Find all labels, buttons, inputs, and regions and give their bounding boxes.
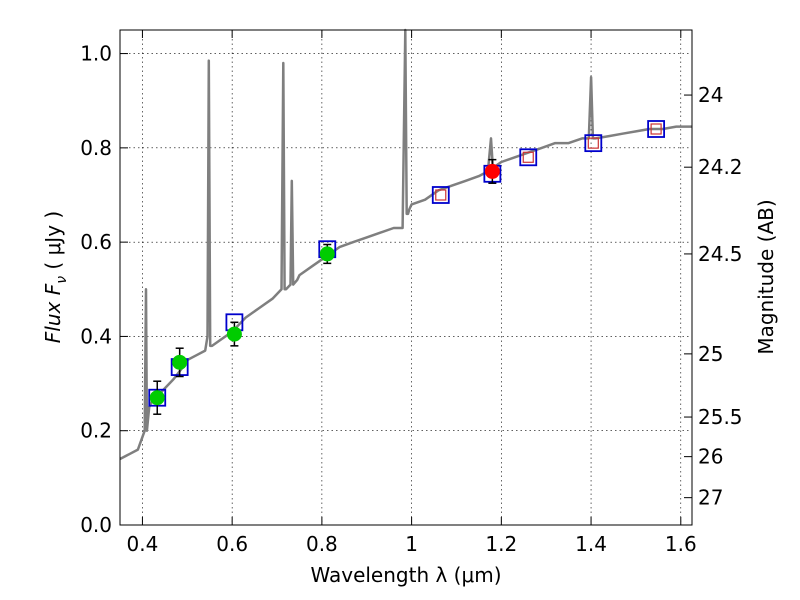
y-tick-label: 0.0 bbox=[80, 513, 112, 537]
model-square-marker bbox=[584, 134, 603, 153]
y-tick-label: 0.8 bbox=[80, 136, 112, 160]
y-tick-label: 1.0 bbox=[80, 42, 112, 66]
y-tick-label: 0.6 bbox=[80, 230, 112, 254]
right-tick-label: 24.2 bbox=[698, 155, 743, 179]
right-tick-label: 24.5 bbox=[698, 242, 743, 266]
right-tick-label: 24 bbox=[698, 83, 723, 107]
photometry-point bbox=[172, 354, 188, 370]
y-axis-label: Flux Fν ( μJy ) bbox=[41, 211, 70, 343]
inner-square-marker bbox=[587, 137, 599, 149]
model-square-marker bbox=[431, 186, 450, 204]
y-tick-label: 0.2 bbox=[80, 419, 112, 443]
inner-square-marker bbox=[650, 123, 662, 135]
grid-layer bbox=[120, 30, 692, 526]
photometry-point bbox=[226, 326, 242, 342]
y-axis-label-sub: ν bbox=[54, 276, 70, 284]
marker-layer bbox=[148, 120, 666, 415]
photometry-point bbox=[319, 246, 335, 262]
x-tick-label: 0.6 bbox=[216, 532, 248, 556]
right-tick-label: 27 bbox=[698, 486, 723, 510]
spectrum-layer bbox=[119, 28, 692, 461]
y-axis-label-units: ( μJy ) bbox=[41, 211, 65, 276]
right-tick-label: 25.5 bbox=[698, 405, 743, 429]
x-tick-label: 1.2 bbox=[485, 532, 517, 556]
y-tick-label: 0.4 bbox=[80, 324, 112, 348]
model-square-marker bbox=[647, 120, 666, 138]
x-tick-label: 1 bbox=[405, 532, 418, 556]
right-tick-label: 25 bbox=[698, 342, 723, 366]
tick-layer: 0.4 0.6 0.8 1 1.2 1.4 1.6 0.0 0.2 0.4 0.6 0.8 1.0 24 2… bbox=[80, 30, 743, 556]
x-axis-label: Wavelength λ (μm) bbox=[310, 563, 501, 587]
photometry-point bbox=[149, 390, 165, 406]
x-tick-label: 1.6 bbox=[665, 532, 697, 556]
model-square-marker bbox=[519, 148, 538, 167]
y-axis-label-main: Flux F bbox=[41, 283, 65, 343]
spectrum-line bbox=[119, 28, 692, 461]
photometry-point bbox=[484, 163, 500, 179]
plot-frame bbox=[119, 29, 693, 526]
x-tick-label: 0.8 bbox=[306, 532, 338, 556]
x-tick-label: 0.4 bbox=[127, 532, 159, 556]
right-tick-label: 26 bbox=[698, 445, 723, 469]
x-tick-label: 1.4 bbox=[575, 532, 607, 556]
right-axis-label: Magnitude (AB) bbox=[754, 199, 778, 354]
inner-square-marker bbox=[522, 151, 534, 163]
inner-square-marker bbox=[435, 189, 447, 201]
